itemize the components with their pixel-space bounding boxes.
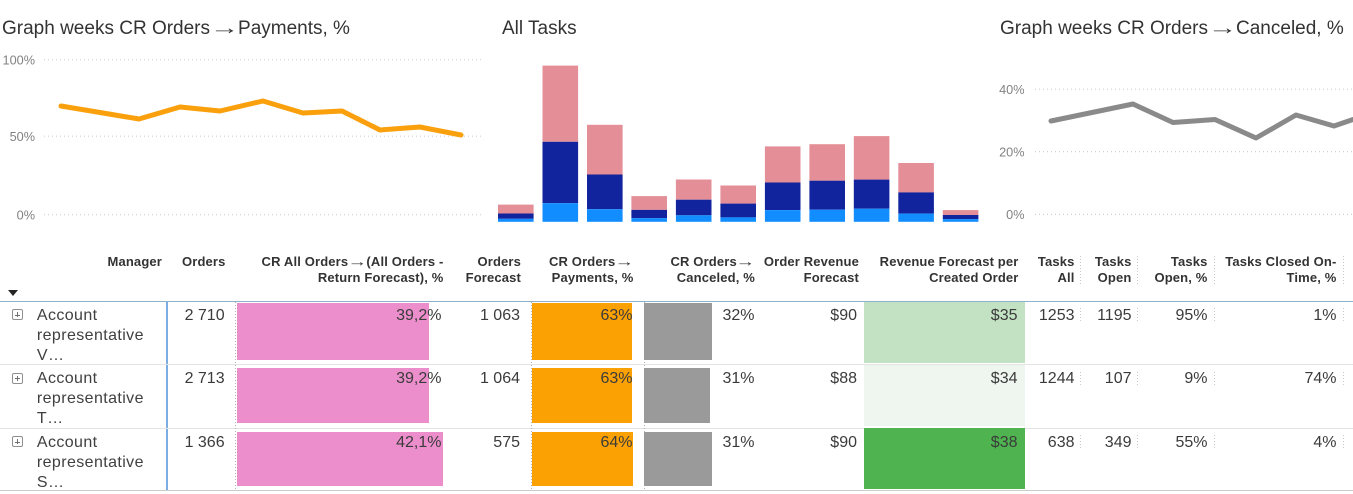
svg-text:20%: 20% (999, 145, 1024, 159)
svg-text:50%: 50% (10, 130, 35, 144)
svg-text:0%: 0% (1006, 208, 1024, 222)
svg-text:40%: 40% (999, 83, 1024, 97)
svg-text:100%: 100% (3, 53, 35, 67)
svg-text:0%: 0% (17, 208, 35, 222)
